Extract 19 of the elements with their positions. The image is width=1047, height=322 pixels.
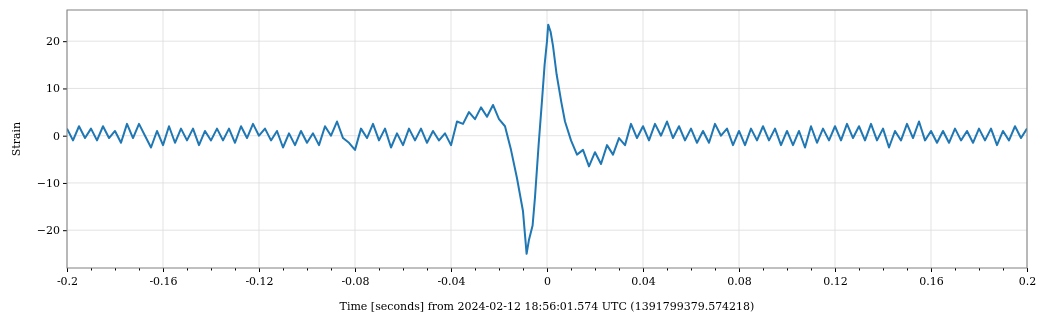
y-tick-label: 0 <box>53 129 60 143</box>
line-series <box>67 23 1027 255</box>
x-tick-label: 0.04 <box>631 274 656 288</box>
x-tick-label: -0.12 <box>245 274 274 288</box>
y-tick-label: 10 <box>46 82 60 96</box>
y-tick-label: −20 <box>36 224 60 238</box>
x-axis-title: Time [seconds] from 2024-02-12 18:56:01.574 UTC (1391799379.574218) <box>339 300 755 313</box>
x-tick-label: 0.12 <box>823 274 848 288</box>
x-tick-label: -0.2 <box>56 274 79 288</box>
x-tick-label: -0.16 <box>149 274 178 288</box>
x-tick-label: -0.04 <box>437 274 466 288</box>
y-tick-label: −10 <box>36 176 60 190</box>
x-tick-label: 0.08 <box>727 274 752 288</box>
y-axis-title: Strain <box>10 121 23 157</box>
y-tick-label: 20 <box>46 35 60 49</box>
x-tick-label: 0.2 <box>1018 274 1037 288</box>
x-tick-label: 0.16 <box>919 274 944 288</box>
x-tick-label: 0 <box>544 274 551 288</box>
x-tick-label: -0.08 <box>341 274 370 288</box>
